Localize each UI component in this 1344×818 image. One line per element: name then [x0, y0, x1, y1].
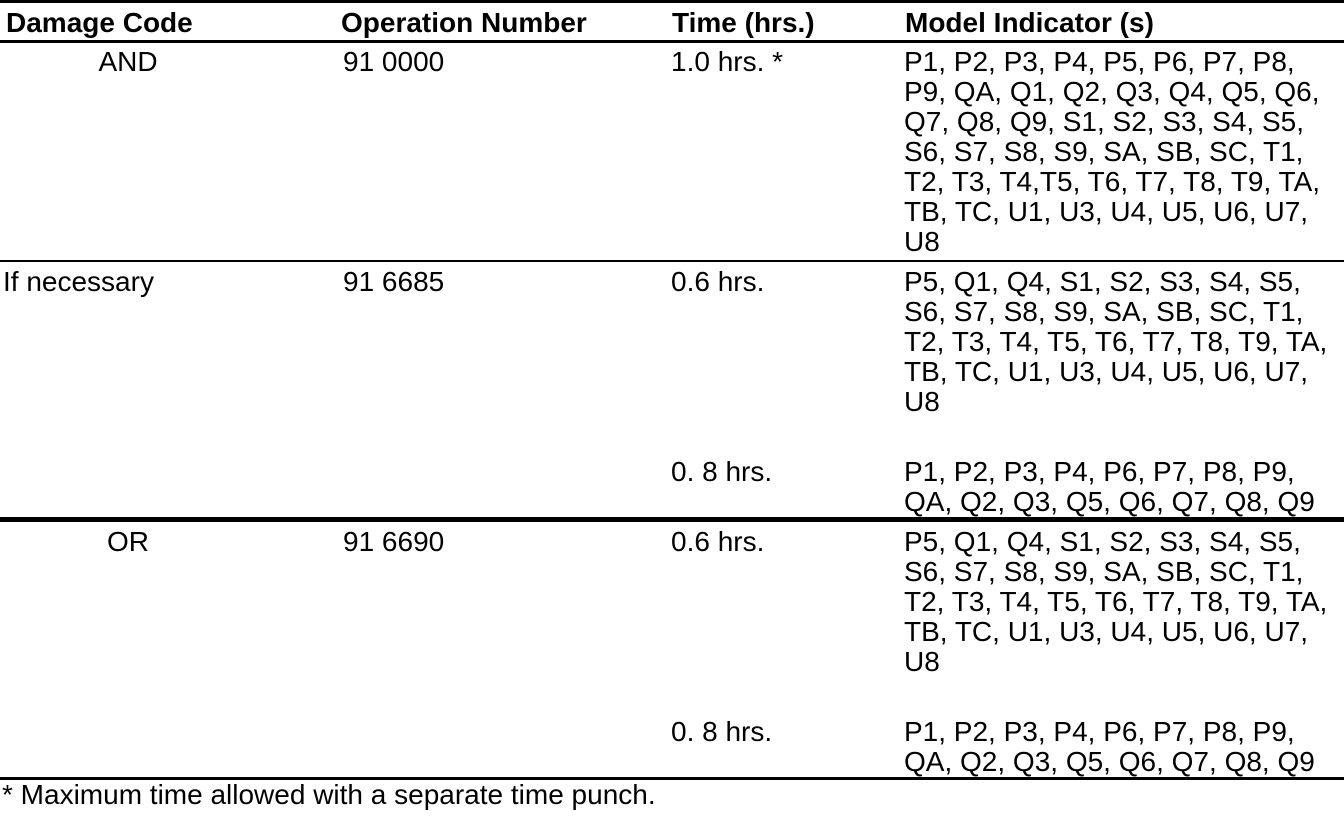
table-row-if-necessary: If necessary 91 6685 0.6 hrs. P5, Q1, Q4…: [0, 262, 1344, 522]
operation-number-cell: 91 6685: [343, 266, 445, 297]
header-operation-number: Operation Number: [341, 7, 587, 38]
table-row-or: OR 91 6690 0.6 hrs. P5, Q1, Q4, S1, S2, …: [0, 522, 1344, 780]
header-model-indicators: Model Indicator (s): [905, 7, 1154, 38]
time-cell: 0.6 hrs.: [671, 266, 765, 297]
time-model-entries: 0.6 hrs. P5, Q1, Q4, S1, S2, S3, S4, S5,…: [670, 267, 1344, 517]
model-indicators-cell: P1, P2, P3, P4, P6, P7, P8, P9, QA, Q2, …: [904, 456, 1315, 517]
time-cell: 1.0 hrs. *: [671, 46, 784, 77]
time-model-entry: 0. 8 hrs. P1, P2, P3, P4, P6, P7, P8, P9…: [670, 717, 1344, 777]
operation-number-cell: 91 0000: [343, 46, 445, 77]
model-indicators-cell: P1, P2, P3, P4, P6, P7, P8, P9, QA, Q2, …: [904, 716, 1315, 777]
time-cell: 0.6 hrs.: [671, 526, 765, 557]
time-cell: 0. 8 hrs.: [671, 716, 773, 747]
table-header-row: Damage Code Operation Number Time (hrs.)…: [0, 3, 1344, 43]
table-row-and: AND 91 0000 1.0 hrs. * P1, P2, P3, P4, P…: [0, 43, 1344, 262]
table-footnote: * Maximum time allowed with a separate t…: [2, 779, 656, 810]
time-model-entry: 0. 8 hrs. P1, P2, P3, P4, P6, P7, P8, P9…: [670, 457, 1344, 517]
time-model-entry: 0.6 hrs. P5, Q1, Q4, S1, S2, S3, S4, S5,…: [670, 267, 1344, 417]
damage-code-value: AND: [98, 46, 158, 77]
damage-code-table: Damage Code Operation Number Time (hrs.)…: [0, 0, 1344, 780]
time-model-entries: 1.0 hrs. * P1, P2, P3, P4, P5, P6, P7, P…: [670, 47, 1344, 257]
time-model-entry: 1.0 hrs. * P1, P2, P3, P4, P5, P6, P7, P…: [670, 47, 1344, 257]
time-cell: 0. 8 hrs.: [671, 456, 773, 487]
header-damage-code: Damage Code: [6, 7, 193, 38]
damage-code-value: If necessary: [3, 266, 154, 297]
operation-number-cell: 91 6690: [343, 526, 445, 557]
header-time-hrs: Time (hrs.): [672, 7, 815, 38]
damage-code-value: OR: [107, 526, 149, 557]
damage-code-cell: OR: [0, 527, 337, 557]
model-indicators-cell: P5, Q1, Q4, S1, S2, S3, S4, S5, S6, S7, …: [904, 526, 1328, 677]
model-indicators-cell: P5, Q1, Q4, S1, S2, S3, S4, S5, S6, S7, …: [904, 266, 1328, 417]
time-model-entries: 0.6 hrs. P5, Q1, Q4, S1, S2, S3, S4, S5,…: [670, 527, 1344, 777]
damage-code-cell: If necessary: [0, 267, 337, 297]
time-model-entry: 0.6 hrs. P5, Q1, Q4, S1, S2, S3, S4, S5,…: [670, 527, 1344, 677]
model-indicators-cell: P1, P2, P3, P4, P5, P6, P7, P8, P9, QA, …: [904, 46, 1321, 257]
damage-code-cell: AND: [0, 47, 337, 77]
